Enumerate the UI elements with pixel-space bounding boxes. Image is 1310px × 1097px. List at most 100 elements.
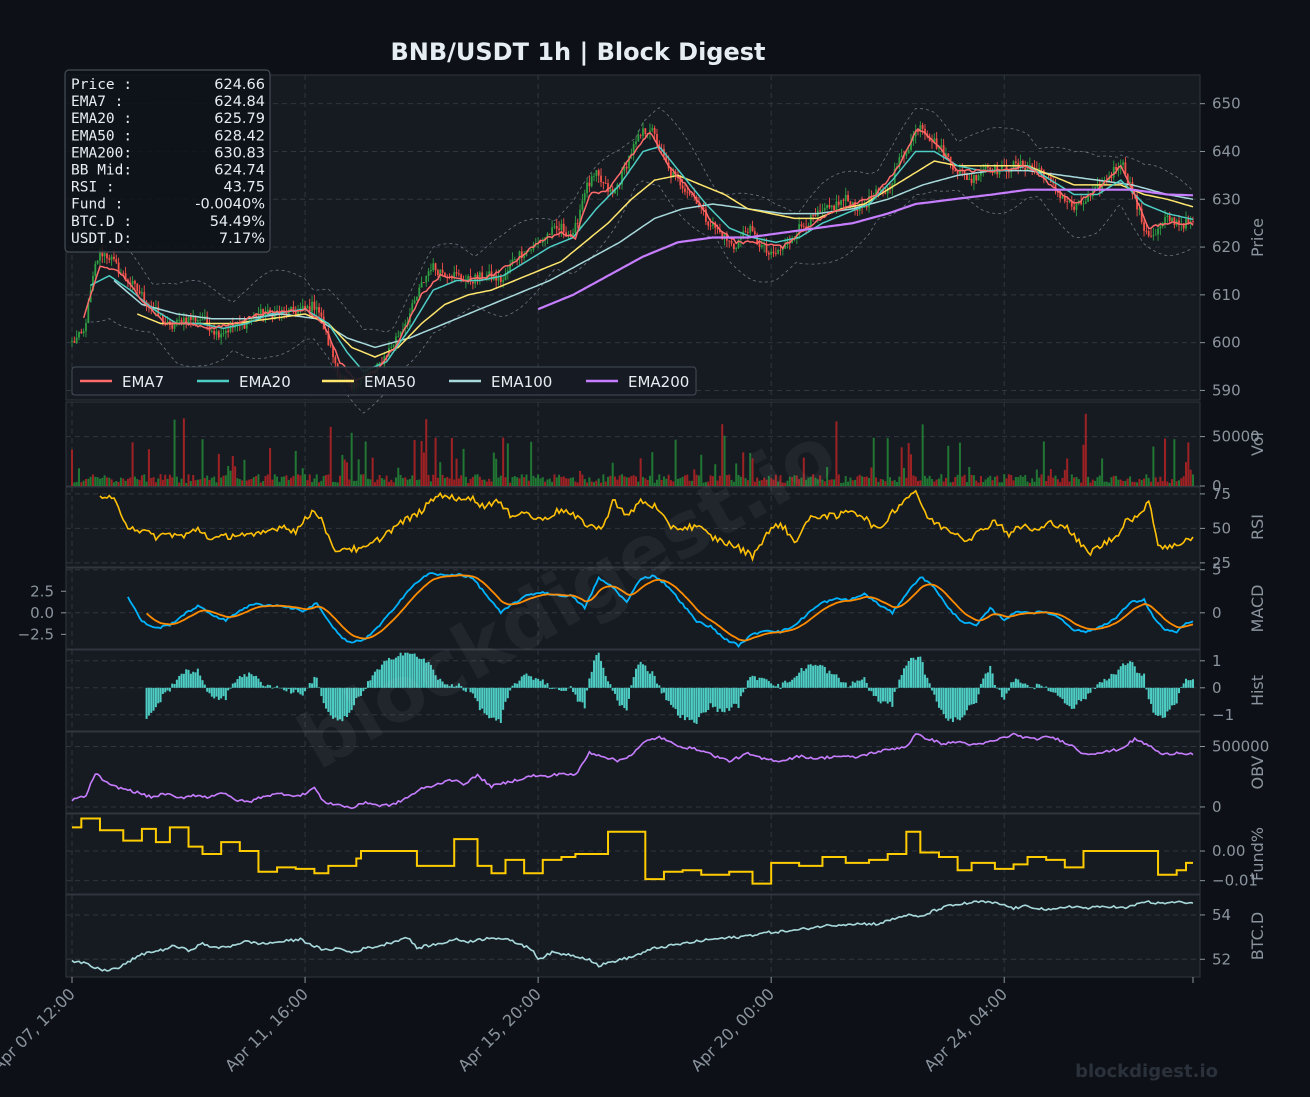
hist-bar [1052, 687, 1055, 693]
hist-bar [336, 687, 339, 721]
hist-bar [469, 687, 472, 693]
hist-bar [795, 675, 798, 688]
volume-bar [644, 478, 647, 486]
volume-bar [907, 443, 910, 486]
candle-body [99, 248, 101, 261]
hist-bar [949, 687, 952, 719]
volume-bar [390, 479, 393, 486]
hist-bar [245, 676, 248, 688]
candle-body [1059, 192, 1062, 199]
candle-body [418, 287, 421, 297]
hist-bar [450, 684, 453, 688]
volume-bar [89, 476, 92, 486]
y-tick-label: 1 [1212, 652, 1222, 670]
hist-bar [325, 687, 328, 709]
candle-body [416, 296, 418, 301]
volume-bar [1077, 479, 1080, 486]
volume-bar [979, 475, 982, 486]
hist-bar [1089, 687, 1092, 693]
volume-bar [1045, 481, 1048, 486]
hist-bar [926, 677, 929, 688]
candle-body [583, 193, 586, 201]
volume-bar [145, 481, 148, 486]
volume-bar [823, 481, 826, 486]
hist-bar [746, 680, 749, 688]
candle-body [705, 209, 707, 222]
volume-bar [325, 474, 328, 486]
hist-bar [1059, 687, 1062, 698]
volume-bar [84, 479, 87, 486]
info-label: BB Mid: [71, 163, 132, 179]
hist-bar [1054, 687, 1057, 693]
hist-bar [1035, 683, 1038, 688]
hist-bar [432, 669, 435, 688]
hist-bar [1189, 680, 1192, 688]
volume-bar [616, 479, 619, 486]
candle-body [220, 333, 223, 338]
candle-body [833, 205, 835, 210]
volume-bar [264, 476, 267, 486]
candle-body [1171, 217, 1173, 222]
candle-body [257, 314, 260, 318]
hist-bar [544, 684, 547, 688]
candle-body [651, 128, 654, 131]
candle-body [914, 130, 917, 137]
candle-body [1052, 182, 1055, 184]
candle-body [71, 341, 73, 342]
hist-bar [1007, 687, 1010, 691]
hist-bar [572, 687, 575, 693]
volume-bar [429, 481, 432, 486]
hist-bar [697, 687, 700, 718]
volume-bar [830, 479, 833, 486]
volume-bar [420, 440, 423, 486]
panel-vol [65, 401, 1201, 487]
hist-bar [252, 676, 255, 688]
volume-bar [133, 476, 136, 486]
info-value: 7.17% [219, 231, 265, 247]
volume-bar [544, 481, 547, 486]
candle-body [136, 283, 139, 291]
hist-bar [422, 658, 425, 688]
volume-bar [662, 476, 665, 486]
volume-bar [760, 480, 763, 486]
volume-bar [77, 468, 80, 486]
hist-bar [616, 687, 619, 701]
candle-body [963, 170, 966, 174]
candle-body [304, 305, 306, 309]
hist-bar [318, 687, 321, 688]
y-tick-label: 610 [1212, 286, 1241, 304]
hist-bar [301, 687, 304, 696]
volume-bar [625, 477, 628, 486]
hist-bar [1045, 686, 1048, 688]
volume-bar [779, 475, 782, 486]
volume-bar [1087, 476, 1090, 486]
volume-bar [548, 478, 551, 486]
hist-bar [236, 679, 239, 688]
volume-bar [597, 478, 600, 486]
volume-bar [704, 481, 707, 486]
candle-body [928, 136, 931, 142]
volume-bar [1143, 478, 1146, 486]
hist-bar [1063, 687, 1066, 704]
hist-bar [1145, 687, 1148, 690]
candle-body [411, 303, 414, 314]
candle-body [1110, 177, 1113, 179]
info-label: EMA50 : [71, 128, 132, 144]
volume-bar [777, 481, 780, 486]
hist-bar [520, 676, 523, 688]
volume-bar [1122, 481, 1125, 486]
hist-bar [1108, 678, 1111, 688]
volume-bar [520, 474, 523, 486]
hist-bar [944, 687, 947, 719]
volume-bar [669, 480, 672, 486]
volume-bar [872, 437, 875, 486]
candle-body [917, 130, 919, 132]
hist-bar [982, 678, 985, 688]
hist-bar [984, 673, 987, 688]
hist-bar [744, 687, 747, 689]
hist-bar [884, 687, 887, 702]
volume-bar [192, 474, 195, 486]
hist-bar [518, 680, 521, 688]
volume-bar [751, 458, 754, 486]
candle-body [1040, 168, 1043, 171]
